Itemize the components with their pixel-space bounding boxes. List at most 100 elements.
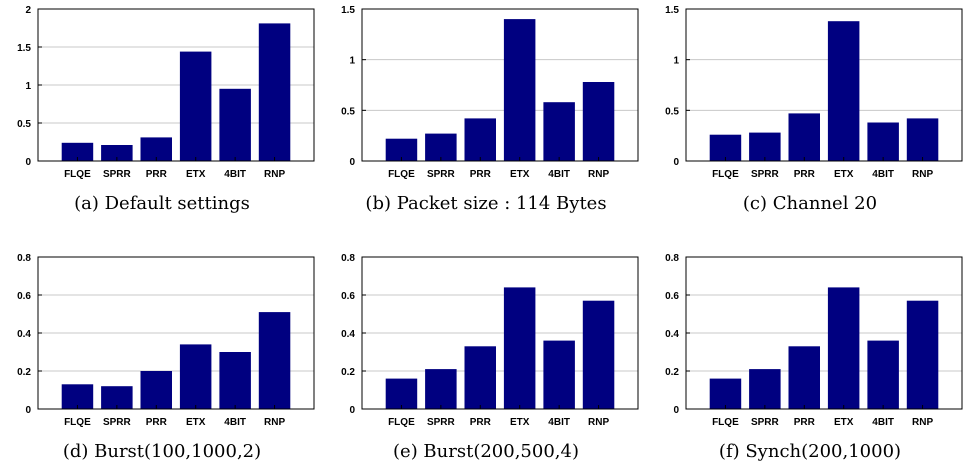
bar-flqe xyxy=(709,378,742,409)
y-tick-label: 0.5 xyxy=(341,106,355,117)
y-tick-label: 0.6 xyxy=(341,291,355,302)
x-tick-label: SPRR xyxy=(427,417,456,428)
chart-caption-a: (a) Default settings xyxy=(74,193,250,214)
bar-chart-b: 0 0.5 1 1.5 FLQE SPRR PRR ETX 4BIT RNP xyxy=(341,5,639,180)
bar-sprr xyxy=(749,132,781,161)
chart-caption-e: (e) Burst(200,500,4) xyxy=(393,441,579,462)
y-tick-label: 0.6 xyxy=(17,291,31,302)
x-tick-label: ETX xyxy=(186,417,206,428)
bar-rnp xyxy=(906,118,939,161)
y-tick-label: 0 xyxy=(25,157,31,168)
bar-sprr xyxy=(101,386,133,409)
y-tick-label: 1.5 xyxy=(665,5,679,16)
chart-panel-c: 0 0.5 1 1.5 FLQE SPRR PRR ETX 4BIT RNP (c) Channe… xyxy=(654,3,966,228)
bar-sprr xyxy=(425,369,457,409)
x-tick-label: FLQE xyxy=(712,417,739,428)
x-tick-label: PRR xyxy=(794,169,816,180)
axes-frame xyxy=(361,8,639,162)
bar-4bit xyxy=(867,340,899,409)
bar-rnp xyxy=(582,82,615,161)
bar-4bit xyxy=(543,102,575,161)
chart-panel-a: 0 0.5 1 1.5 2 FLQE SPRR PRR ETX 4BIT RNP (a) Defau… xyxy=(6,3,318,228)
chart-panel-d: 0 0.2 0.4 0.6 0.8 FLQE SPRR PRR ETX 4BIT RNP (d) B… xyxy=(6,251,318,476)
x-tick-label: RNP xyxy=(912,169,933,180)
y-tick-label: 0.4 xyxy=(17,329,31,340)
y-tick-label: 0 xyxy=(349,405,355,416)
bar-etx xyxy=(503,19,536,161)
y-tick-label: 0.5 xyxy=(665,106,679,117)
chart-caption-f: (f) Synch(200,1000) xyxy=(718,441,902,462)
bar-etx xyxy=(179,344,212,409)
x-tick-label: 4BIT xyxy=(548,169,570,180)
y-tick-label: 0.4 xyxy=(341,329,355,340)
x-tick-label: FLQE xyxy=(64,417,91,428)
y-tick-label: 0.8 xyxy=(341,253,355,264)
x-tick-label: 4BIT xyxy=(548,417,570,428)
y-tick-label: 0.2 xyxy=(665,367,679,378)
bar-sprr xyxy=(425,133,457,161)
bar-4bit xyxy=(219,352,251,409)
chart-panel-e: 0 0.2 0.4 0.6 0.8 FLQE SPRR PRR ETX 4BIT RNP (e) B… xyxy=(330,251,642,476)
x-tick-label: PRR xyxy=(470,417,492,428)
x-tick-label: ETX xyxy=(510,169,530,180)
y-tick-label: 0.5 xyxy=(17,119,31,130)
y-tick-label: 0 xyxy=(673,405,679,416)
bar-prr xyxy=(788,346,820,409)
x-tick-label: ETX xyxy=(186,169,206,180)
bar-flqe xyxy=(385,138,418,161)
x-tick-label: SPRR xyxy=(427,169,456,180)
bar-etx xyxy=(503,287,536,409)
x-tick-label: 4BIT xyxy=(872,417,894,428)
bar-flqe xyxy=(709,134,742,161)
bar-rnp xyxy=(906,300,939,409)
y-tick-label: 0 xyxy=(349,157,355,168)
y-tick-label: 0.2 xyxy=(341,367,355,378)
x-tick-label: 4BIT xyxy=(224,169,246,180)
x-tick-label: PRR xyxy=(146,417,168,428)
y-tick-label: 0 xyxy=(25,405,31,416)
x-tick-label: SPRR xyxy=(751,169,780,180)
x-tick-label: ETX xyxy=(834,417,854,428)
x-tick-label: PRR xyxy=(794,417,816,428)
bar-4bit xyxy=(219,88,251,161)
bar-sprr xyxy=(749,369,781,409)
x-tick-label: 4BIT xyxy=(872,169,894,180)
axes-frame xyxy=(37,256,315,410)
axes-frame xyxy=(361,256,639,410)
bar-etx xyxy=(827,21,860,162)
chart-panel-b: 0 0.5 1 1.5 FLQE SPRR PRR ETX 4BIT RNP (b) Packet… xyxy=(330,3,642,228)
y-tick-label: 1 xyxy=(673,56,679,67)
bar-flqe xyxy=(385,378,418,409)
bar-etx xyxy=(827,287,860,409)
bar-4bit xyxy=(867,122,899,161)
y-tick-label: 0.8 xyxy=(17,253,31,264)
bar-flqe xyxy=(61,384,94,409)
x-tick-label: PRR xyxy=(470,169,492,180)
chart-panel-f: 0 0.2 0.4 0.6 0.8 FLQE SPRR PRR ETX 4BIT RNP (f) S… xyxy=(654,251,966,476)
bar-chart-a: 0 0.5 1 1.5 2 FLQE SPRR PRR ETX 4BIT RNP xyxy=(17,5,315,180)
bar-prr xyxy=(464,346,496,409)
x-tick-label: SPRR xyxy=(103,417,132,428)
axes-frame xyxy=(685,8,963,162)
chart-caption-c: (c) Channel 20 xyxy=(742,193,878,214)
y-tick-label: 0.4 xyxy=(665,329,679,340)
bar-prr xyxy=(140,137,172,161)
x-tick-label: RNP xyxy=(588,169,609,180)
y-tick-label: 1 xyxy=(349,56,355,67)
bar-rnp xyxy=(582,300,615,409)
bar-rnp xyxy=(258,23,291,162)
y-tick-label: 1.5 xyxy=(17,43,31,54)
bar-etx xyxy=(179,51,212,161)
x-tick-label: FLQE xyxy=(64,169,91,180)
x-tick-label: PRR xyxy=(146,169,168,180)
bar-prr xyxy=(788,113,820,161)
x-tick-label: ETX xyxy=(510,417,530,428)
x-tick-label: ETX xyxy=(834,169,854,180)
chart-caption-d: (d) Burst(100,1000,2) xyxy=(62,441,262,462)
bar-rnp xyxy=(258,312,291,409)
x-tick-label: SPRR xyxy=(751,417,780,428)
bar-chart-d: 0 0.2 0.4 0.6 0.8 FLQE SPRR PRR ETX 4BIT RNP xyxy=(17,253,315,428)
y-tick-label: 2 xyxy=(25,5,31,16)
y-tick-label: 1.5 xyxy=(341,5,355,16)
y-tick-label: 1 xyxy=(25,81,31,92)
